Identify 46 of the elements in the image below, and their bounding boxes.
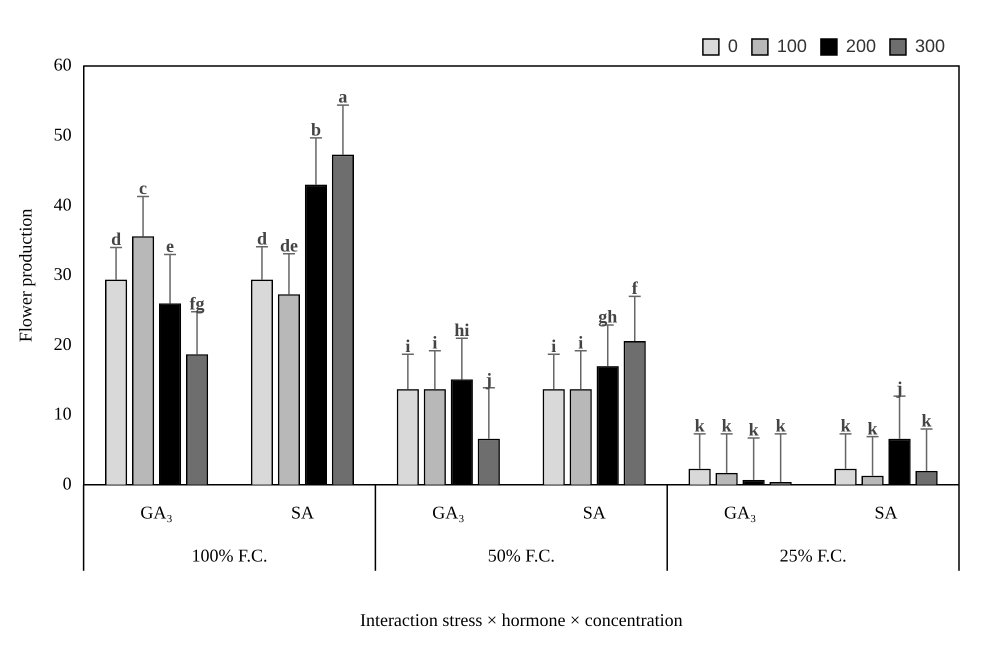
x-tick-label: SA: [290, 502, 314, 522]
data-label: a: [338, 86, 348, 107]
legend-label: 0: [728, 36, 738, 56]
data-label: b: [310, 120, 321, 140]
y-tick-label: 30: [54, 264, 72, 284]
text: 25% F.C.: [780, 546, 847, 566]
y-tick-label: 50: [54, 124, 72, 145]
y-tick-label: 20: [54, 334, 72, 354]
text: 100% F.C.: [191, 546, 268, 566]
data-label: e: [166, 236, 174, 256]
data-label: d: [111, 229, 122, 250]
legend-label: 100: [776, 36, 807, 56]
y-tick-label: 10: [54, 404, 72, 424]
legend-label: 200: [846, 36, 876, 56]
data-label: de: [280, 235, 298, 256]
y-tick-label: 40: [54, 194, 72, 214]
data-label: i: [578, 332, 584, 352]
data-label: i: [432, 332, 438, 352]
data-label: i: [405, 336, 410, 356]
data-label: i: [551, 336, 556, 356]
x-tick-label: SA: [874, 502, 898, 522]
data-label: k: [694, 416, 705, 436]
y-tick-label: 0: [62, 474, 72, 494]
data-label: j: [896, 378, 903, 398]
data-label: k: [868, 418, 878, 438]
x-tick-label: GA₃: [724, 502, 756, 522]
data-label: f: [632, 278, 639, 298]
y-axis-title: Flower production: [16, 208, 36, 342]
data-label: k: [776, 416, 786, 436]
data-label: k: [748, 420, 759, 440]
data-label: fg: [190, 293, 205, 314]
data-label: hi: [454, 320, 470, 340]
legend-label: 300: [914, 36, 946, 56]
text: 50% F.C.: [488, 546, 555, 566]
data-label: k: [840, 416, 851, 436]
data-label: c: [139, 178, 148, 198]
data-label: k: [722, 416, 732, 436]
x-axis-title: Interaction stress × hormone × concentration: [360, 610, 683, 630]
data-label: k: [922, 410, 932, 431]
data-label: gh: [598, 306, 618, 327]
x-tick-label: GA₃: [432, 502, 464, 522]
y-tick-label: 60: [54, 54, 72, 75]
data-label: d: [256, 228, 267, 248]
data-label: j: [484, 369, 492, 390]
x-tick-label: GA₃: [140, 502, 173, 522]
x-tick-label: SA: [582, 502, 606, 522]
